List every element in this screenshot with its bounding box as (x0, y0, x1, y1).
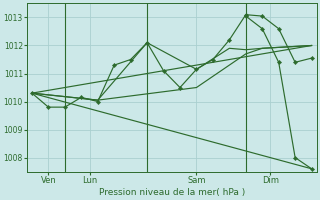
X-axis label: Pression niveau de la mer( hPa ): Pression niveau de la mer( hPa ) (99, 188, 245, 197)
